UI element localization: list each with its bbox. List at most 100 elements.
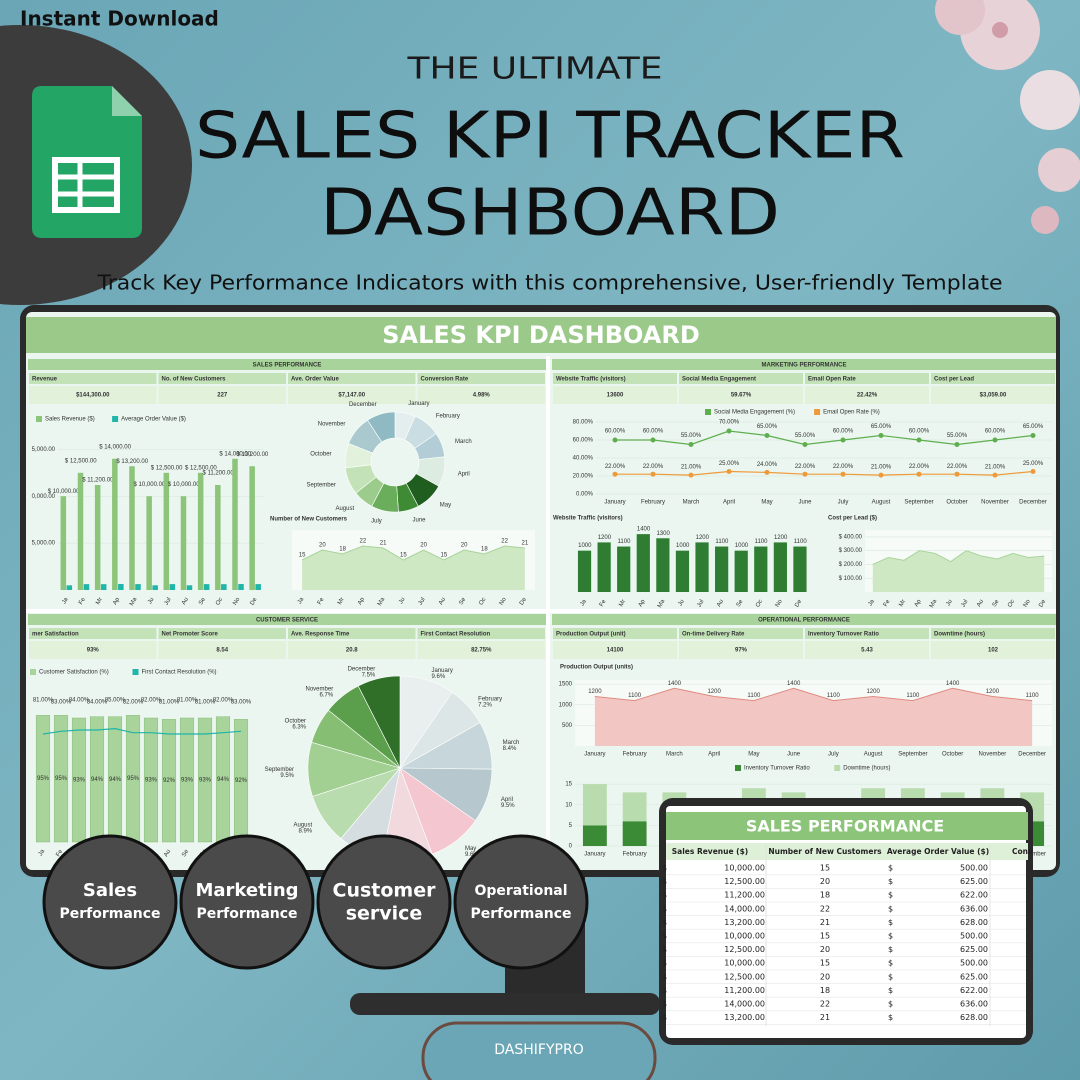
data-label: 82.00%	[213, 698, 234, 704]
x-tick-label: Oc	[215, 597, 224, 607]
data-label: $ 10,000.00	[168, 482, 200, 488]
x-tick-label: January	[604, 500, 625, 506]
button-label: service	[346, 903, 423, 925]
chart-title: Cost per Lead ($)	[828, 516, 877, 522]
cell: 628.00	[960, 918, 988, 927]
kpi-value-cell	[553, 641, 677, 659]
bar	[255, 584, 261, 590]
x-tick-label: Se	[181, 848, 190, 858]
point	[916, 471, 922, 477]
cell: 12,500.00	[724, 945, 765, 954]
area	[302, 546, 525, 590]
data-label: 22	[360, 539, 367, 545]
bar	[180, 496, 187, 590]
data-label: 1000	[676, 543, 690, 549]
data-label: 1100	[794, 539, 808, 545]
bar	[94, 485, 101, 590]
slice-label: December	[349, 402, 377, 408]
bar	[152, 585, 158, 590]
section-button[interactable]	[42, 834, 178, 970]
data-label: 15	[400, 553, 407, 559]
x-tick-label: Ma	[129, 596, 139, 607]
kpi-value-cell	[417, 641, 545, 659]
kpi-label: mer Satisfaction	[32, 632, 79, 638]
section-title: OPERATIONAL PERFORMANCE	[758, 618, 850, 624]
data-label: 1200	[707, 689, 721, 695]
kpi-label-cell	[679, 628, 803, 639]
bar	[186, 585, 193, 590]
x-tick-label: Ap	[357, 596, 366, 606]
x-tick-label: Ap	[638, 598, 647, 608]
bar	[221, 584, 227, 590]
section-button[interactable]	[179, 834, 315, 970]
x-tick-label: De	[519, 596, 528, 606]
x-tick-label: De	[249, 596, 258, 606]
x-tick-label: February	[623, 852, 647, 858]
data-label: 21	[522, 541, 529, 547]
section-title: SALES PERFORMANCE	[253, 363, 322, 369]
section-button[interactable]	[453, 834, 589, 970]
data-label: 85.00%	[105, 698, 126, 704]
x-tick-label: January	[584, 752, 605, 758]
bar-segment	[582, 825, 607, 846]
x-tick-label: Se	[736, 598, 745, 608]
bar	[656, 538, 670, 592]
x-tick-label: Ma	[377, 596, 387, 607]
bar	[715, 546, 729, 592]
x-tick-label: November	[981, 500, 1009, 506]
button-label: Customer	[333, 880, 437, 902]
kpi-value-cell	[805, 641, 929, 659]
point	[916, 437, 922, 443]
point	[1030, 469, 1036, 474]
bar	[203, 584, 210, 590]
x-tick-label: Ju	[677, 599, 685, 607]
data-label: $ 12,500.00	[151, 465, 183, 471]
bar	[197, 472, 204, 590]
x-tick-label: Fe	[883, 598, 892, 608]
y-tick-label: 0	[569, 844, 573, 850]
kpi-label-cell	[553, 628, 677, 639]
area-line	[301, 545, 525, 561]
cell: 636.00	[960, 1000, 988, 1009]
y-tick-label: 20.00%	[573, 474, 594, 480]
data-label: $ 11,200.00	[82, 478, 114, 484]
cell: 10,000.00	[724, 959, 765, 968]
x-tick-label: Au	[163, 849, 172, 858]
cell-currency: $	[662, 877, 667, 886]
cell: 14,000.00	[724, 1000, 765, 1009]
legend-label: Customer Satisfaction (%)	[39, 670, 109, 676]
button-label: Performance	[196, 906, 297, 922]
x-tick-label: January	[584, 852, 605, 858]
data-label: 1100	[715, 539, 729, 545]
section-button[interactable]	[316, 834, 452, 970]
section-header	[28, 614, 546, 625]
kpi-value-cell	[158, 641, 286, 659]
data-label: 1200	[588, 689, 602, 695]
bar	[215, 485, 221, 590]
data-label: 95%	[127, 776, 140, 782]
data-label: 21.00%	[871, 465, 892, 471]
bar	[143, 717, 159, 843]
data-label: 22.00%	[833, 464, 854, 470]
data-label: 22	[501, 539, 508, 545]
x-tick-label: March	[666, 752, 683, 758]
kpi-value: 93%	[87, 648, 100, 654]
kpi-value: 82.75%	[471, 648, 492, 654]
point	[612, 437, 618, 443]
kpi-label-cell	[805, 373, 929, 384]
data-label: 18	[481, 547, 488, 553]
point	[840, 437, 846, 443]
bar-segment	[622, 792, 647, 822]
cell-currency: $	[888, 959, 893, 968]
data-label: 25.00%	[1023, 461, 1044, 467]
x-tick-label: Ma	[657, 598, 667, 609]
slice-value: 9.5%	[280, 773, 294, 779]
slice-value: 6.7%	[320, 692, 334, 698]
y-tick-label: 40.00%	[573, 456, 594, 462]
kpi-label: Ave. Order Value	[291, 377, 339, 383]
cell-currency: $	[888, 972, 893, 981]
kpi-label: Email Open Rate	[808, 377, 856, 383]
kpi-label: On-time Delivery Rate	[682, 632, 745, 638]
slice	[357, 675, 401, 769]
cell: 10,000.00	[724, 932, 765, 941]
